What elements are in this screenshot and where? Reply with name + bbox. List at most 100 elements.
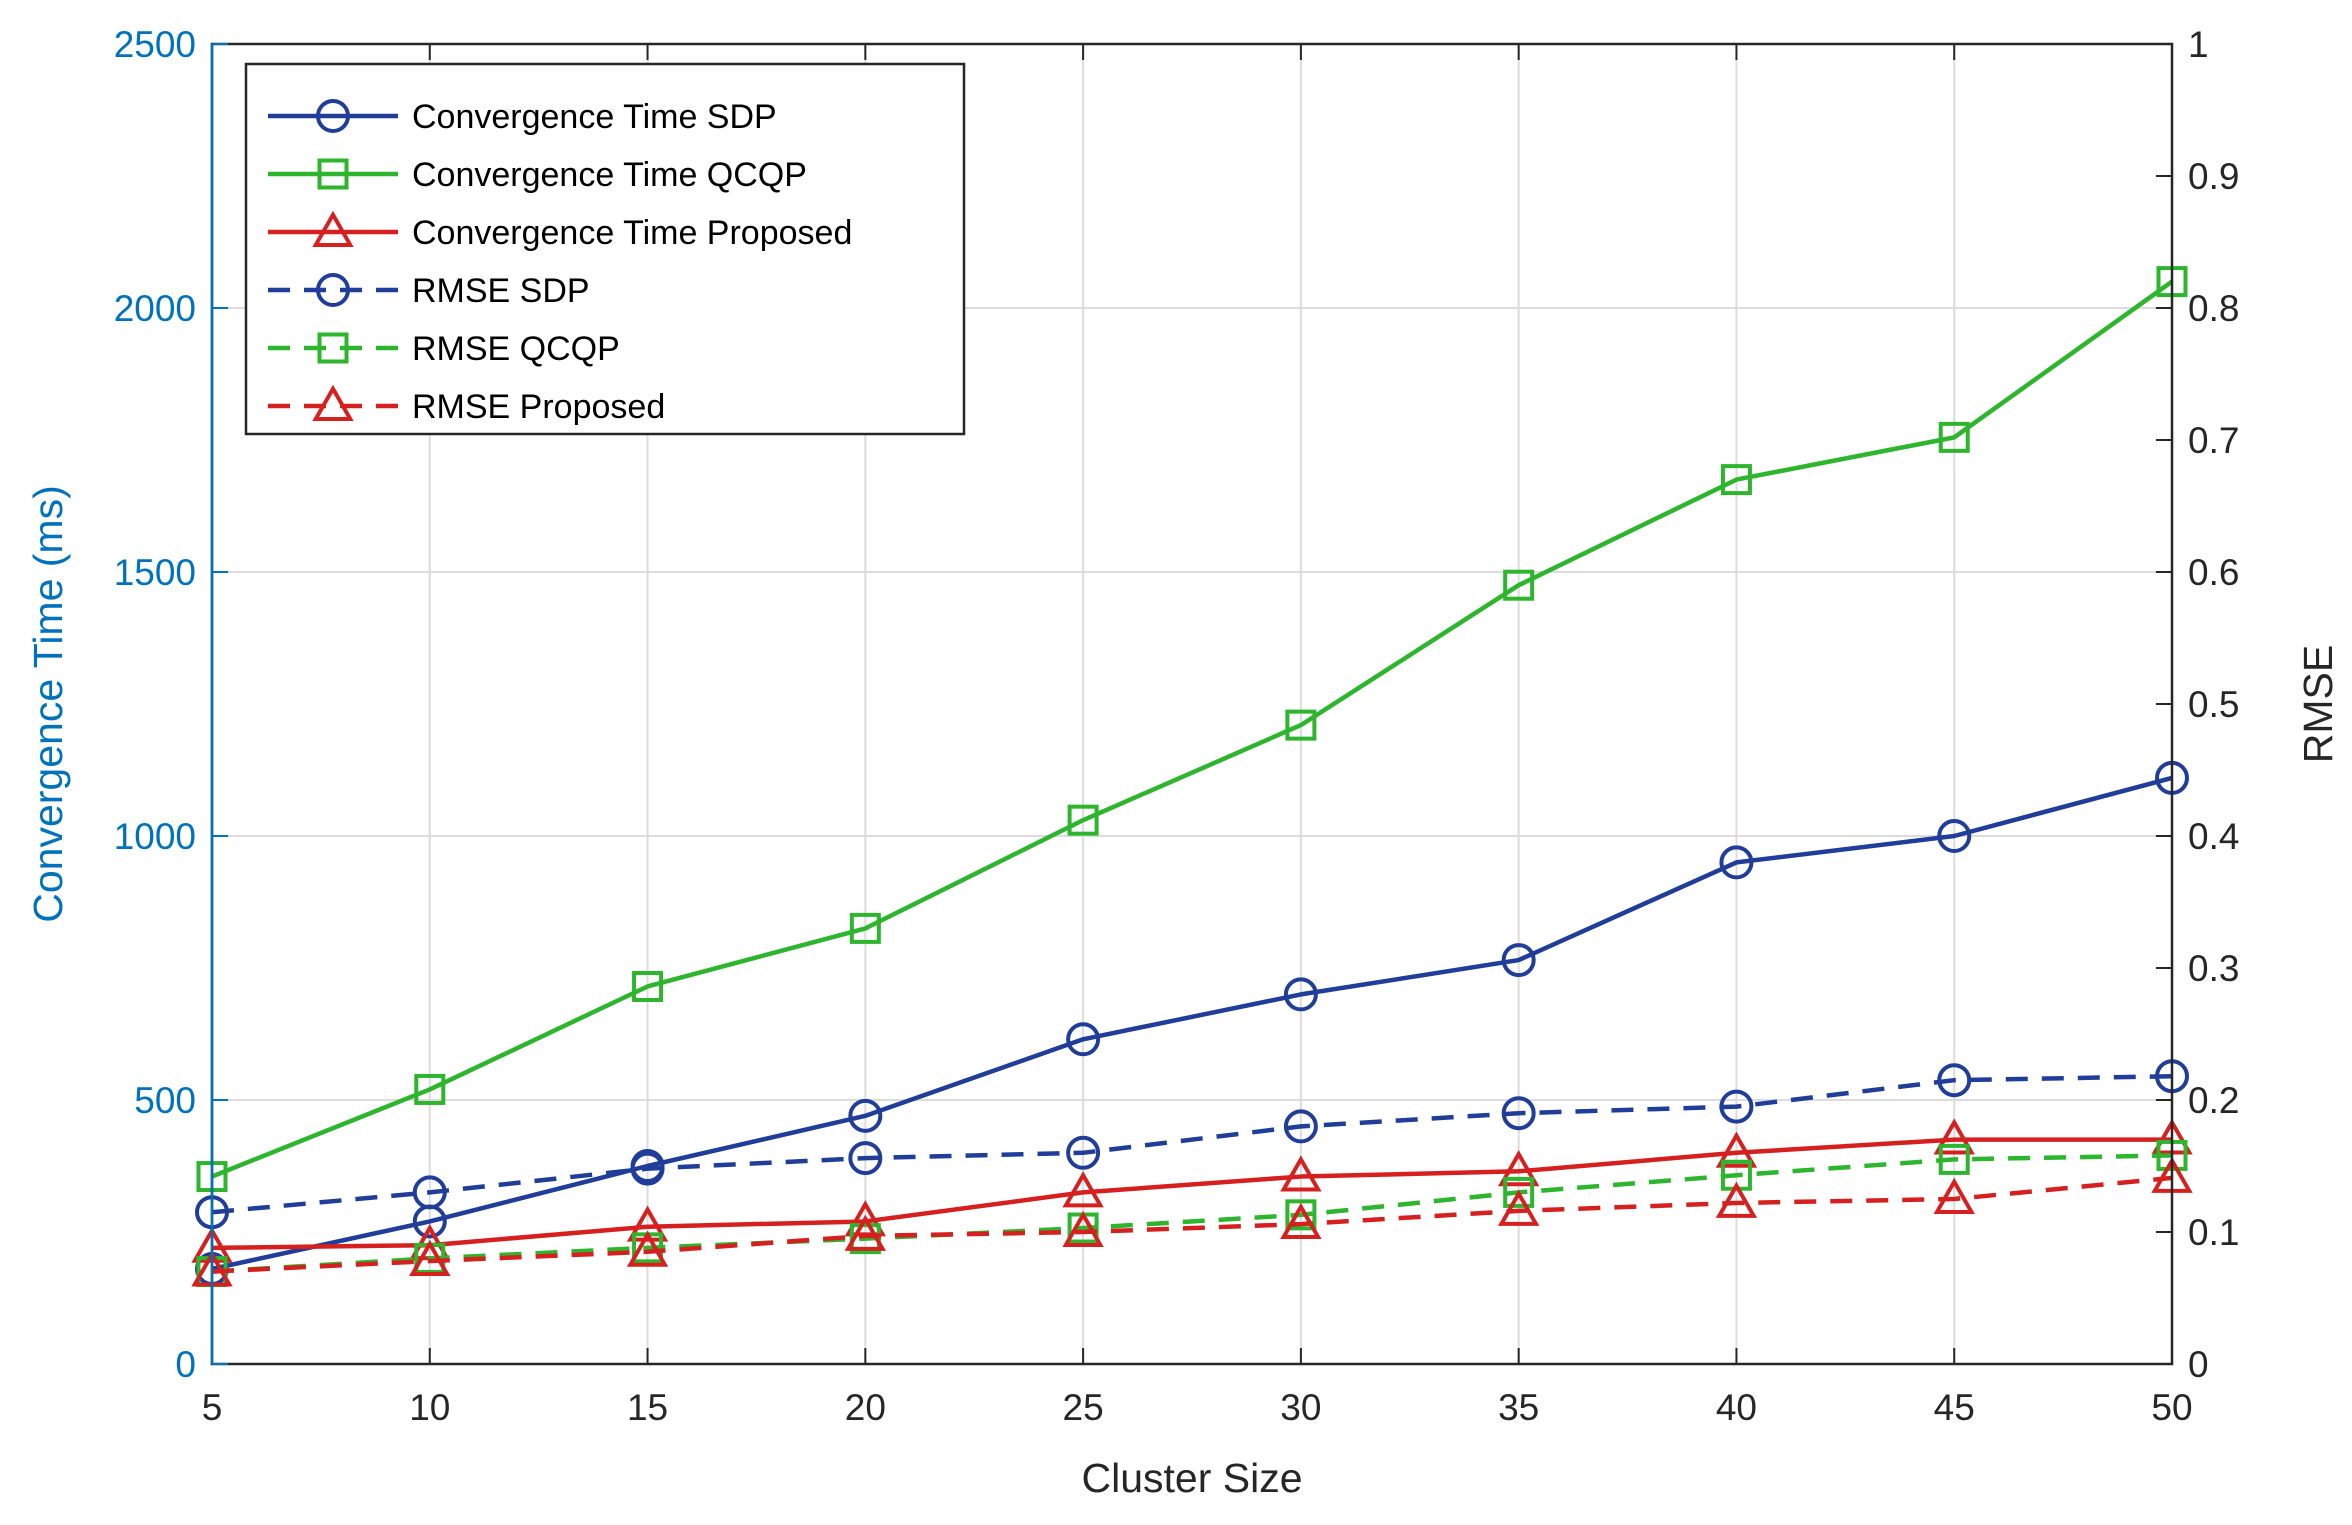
data-point: [1715, 1131, 1758, 1168]
legend-item: RMSE Proposed: [268, 384, 665, 426]
legend-marker: [317, 332, 349, 364]
legend-item: Convergence Time QCQP: [268, 156, 807, 194]
right-y-tick-label: 0: [2188, 1344, 2209, 1385]
right-y-tick-label: 0.8: [2188, 288, 2239, 329]
left-y-tick-label: 0: [175, 1344, 196, 1385]
series-rmse-sdp: [195, 1059, 2189, 1230]
data-point: [849, 912, 881, 944]
x-tick-label: 20: [845, 1387, 886, 1428]
data-point: [1066, 1135, 1101, 1170]
data-point: [1497, 1149, 1540, 1187]
x-tick-label: 25: [1063, 1387, 1104, 1428]
legend-marker: [312, 384, 354, 421]
data-point: [1937, 819, 1972, 853]
series-convergence-time-sdp: [195, 760, 2189, 1286]
x-tick-label: 10: [409, 1387, 450, 1428]
left-y-tick-label: 2000: [114, 288, 196, 329]
series-group: [191, 266, 2193, 1288]
data-point: [1715, 1181, 1758, 1218]
x-tick-label: 45: [1934, 1387, 1975, 1428]
data-point: [1280, 1202, 1322, 1240]
data-point: [1283, 977, 1318, 1012]
series-line: [211, 775, 2173, 1272]
legend-label: RMSE QCQP: [412, 330, 620, 368]
right-y-tick-label: 0.6: [2188, 552, 2239, 593]
data-point: [1933, 1118, 1975, 1155]
data-point: [1067, 804, 1099, 836]
x-tick-label: 15: [627, 1387, 668, 1428]
legend-marker: [316, 99, 350, 133]
data-point: [1938, 1143, 1970, 1175]
data-point: [1497, 1189, 1540, 1226]
x-tick-label: 5: [202, 1387, 223, 1428]
data-point: [1501, 1096, 1536, 1131]
data-point: [1938, 421, 1970, 453]
legend-label: RMSE Proposed: [412, 388, 665, 426]
data-point: [1285, 1199, 1317, 1231]
data-point: [1720, 464, 1752, 496]
series-line: [211, 1175, 2173, 1274]
x-tick-label: 50: [2151, 1387, 2192, 1428]
data-point: [1719, 845, 1754, 880]
left-y-axis-label: Convergence Time (ms): [25, 485, 71, 922]
data-point: [844, 1214, 887, 1251]
right-y-tick-label: 1: [2188, 24, 2209, 65]
data-point: [626, 1230, 669, 1267]
legend-marker: [312, 210, 354, 247]
series-line: [211, 1153, 2173, 1274]
series-line: [211, 1073, 2173, 1215]
data-point: [1283, 1109, 1318, 1144]
data-point: [1503, 569, 1535, 601]
series-line: [211, 1137, 2172, 1251]
right-y-tick-label: 0.5: [2188, 684, 2239, 725]
right-y-tick-label: 0.4: [2188, 816, 2239, 857]
right-y-tick-label: 0.2: [2188, 1080, 2239, 1121]
legend-item: RMSE QCQP: [268, 330, 620, 368]
x-tick-label: 35: [1498, 1387, 1539, 1428]
series-line: [211, 279, 2174, 1179]
data-point: [848, 1098, 883, 1133]
legend-label: RMSE SDP: [412, 272, 590, 310]
x-tick-label: 30: [1280, 1387, 1321, 1428]
legend-item: RMSE SDP: [268, 272, 590, 310]
legend: Convergence Time SDP Convergence Time QCQ…: [244, 62, 966, 436]
left-y-tick-label: 1000: [114, 816, 196, 857]
data-point: [630, 1151, 665, 1186]
data-point: [1503, 1176, 1535, 1208]
series-convergence-time-qcqp: [196, 266, 2188, 1193]
data-point: [626, 1205, 669, 1242]
left-y-tick-label: 2500: [114, 24, 196, 65]
legend-label: Convergence Time QCQP: [412, 156, 807, 194]
right-y-tick-label: 0.7: [2188, 420, 2239, 461]
series-rmse-qcqp: [196, 1139, 2188, 1288]
right-y-axis-label: RMSE: [2295, 645, 2341, 763]
left-y-tick-label: 500: [134, 1080, 196, 1121]
series-convergence-time-proposed: [191, 1118, 2193, 1263]
data-point: [409, 1239, 451, 1276]
legend-item: Convergence Time Proposed: [268, 210, 852, 252]
data-point: [1285, 709, 1317, 741]
axis-ticks: 5 10 15 20 25 30 35 40 45 50050010001500200025000…: [114, 24, 2240, 1428]
legend-marker: [317, 158, 349, 190]
legend-label: Convergence Time SDP: [412, 98, 777, 136]
data-point: [1937, 1063, 1972, 1098]
left-y-tick-label: 1500: [114, 552, 196, 593]
data-point: [1719, 1089, 1754, 1124]
right-y-tick-label: 0.1: [2188, 1212, 2239, 1253]
data-point: [1280, 1155, 1322, 1192]
data-point: [412, 1175, 447, 1210]
data-point: [1501, 943, 1536, 978]
legend-box: [244, 62, 966, 436]
data-point: [414, 1073, 446, 1105]
legend-item: Convergence Time SDP: [268, 98, 777, 136]
right-y-tick-label: 0.3: [2188, 948, 2239, 989]
legend-label: Convergence Time Proposed: [412, 214, 852, 252]
right-y-tick-label: 0.9: [2188, 156, 2239, 197]
data-point: [1066, 1022, 1101, 1057]
data-point: [1933, 1177, 1975, 1214]
data-point: [848, 1141, 883, 1176]
data-point: [1062, 1210, 1104, 1247]
legend-marker: [316, 273, 350, 307]
x-tick-label: 40: [1716, 1387, 1757, 1428]
